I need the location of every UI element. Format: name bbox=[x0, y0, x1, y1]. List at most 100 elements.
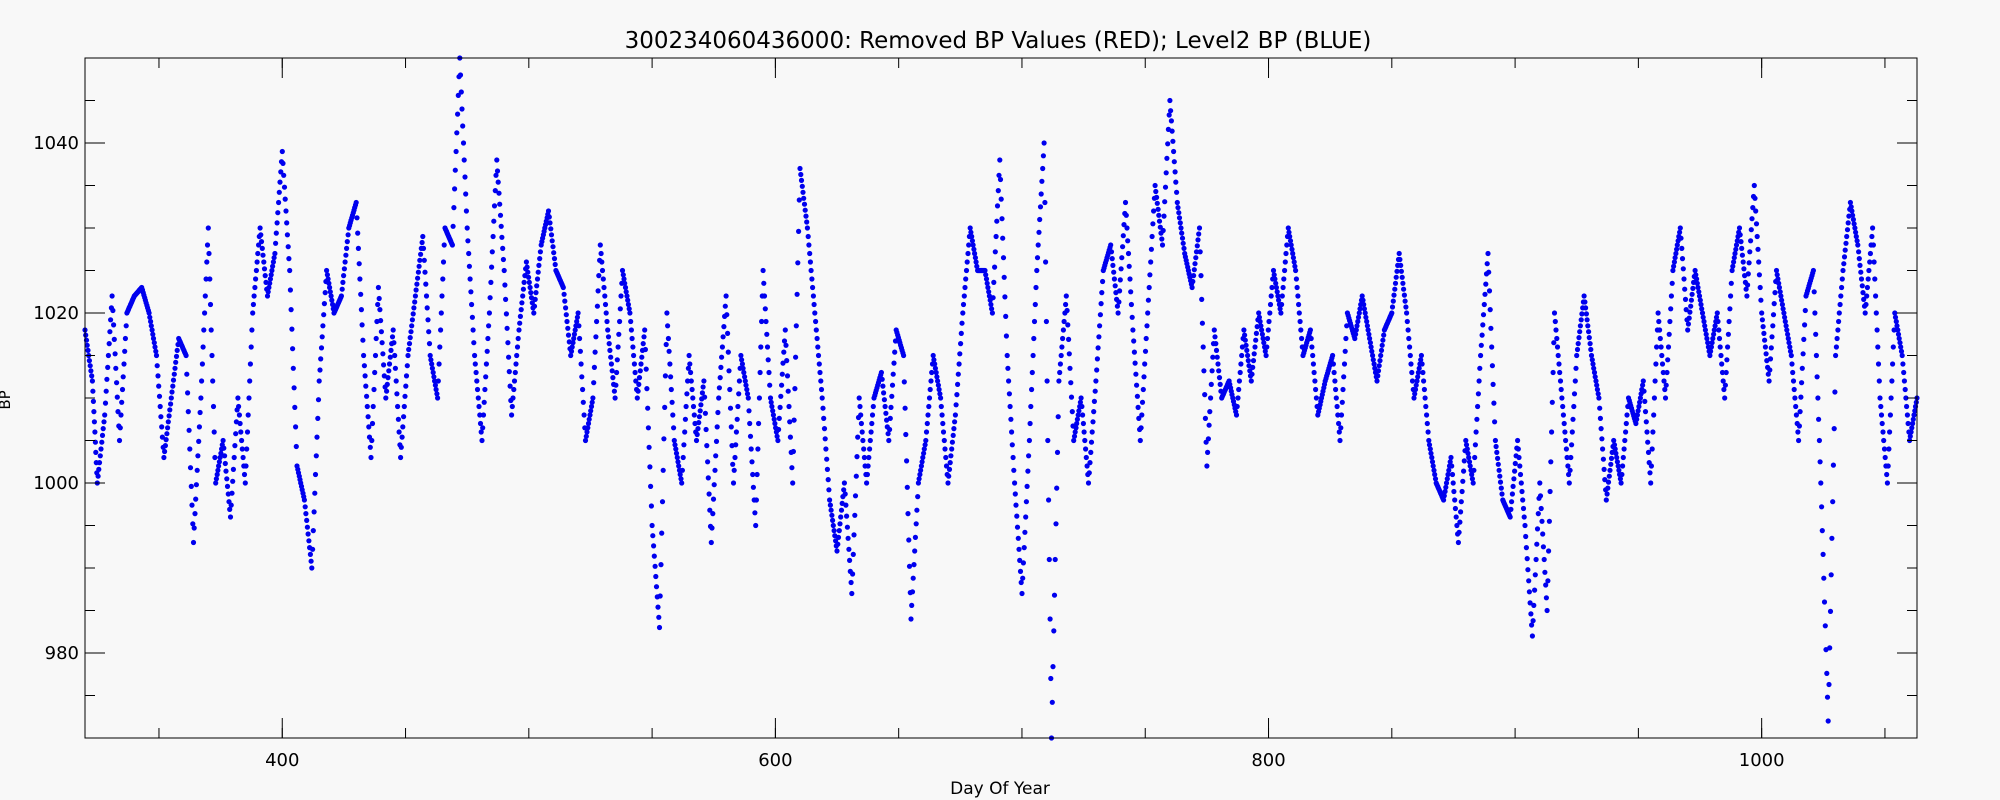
data-point bbox=[247, 378, 253, 384]
data-point bbox=[450, 223, 456, 229]
data-point bbox=[932, 361, 938, 367]
data-point bbox=[752, 510, 758, 516]
data-point bbox=[1707, 352, 1713, 359]
data-point bbox=[494, 168, 501, 174]
data-point bbox=[439, 293, 445, 299]
data-point bbox=[1543, 582, 1549, 588]
data-point bbox=[173, 353, 180, 359]
data-point bbox=[1722, 395, 1728, 401]
data-point bbox=[1344, 323, 1350, 329]
data-point bbox=[1694, 276, 1700, 282]
data-point bbox=[1027, 420, 1033, 427]
data-point bbox=[1608, 461, 1614, 467]
data-point bbox=[166, 413, 172, 419]
data-point bbox=[637, 368, 643, 374]
data-point bbox=[953, 402, 959, 408]
data-point bbox=[1250, 364, 1256, 370]
data-point bbox=[1057, 361, 1063, 367]
data-point bbox=[909, 602, 915, 609]
data-point bbox=[418, 251, 424, 257]
data-point bbox=[460, 123, 466, 129]
data-point bbox=[921, 450, 927, 456]
data-point bbox=[786, 403, 792, 410]
data-point bbox=[210, 378, 216, 384]
data-point bbox=[886, 437, 892, 444]
data-point bbox=[946, 466, 953, 472]
data-point bbox=[1407, 352, 1413, 359]
data-point bbox=[1018, 579, 1024, 586]
data-point bbox=[1485, 250, 1491, 257]
data-point bbox=[1309, 344, 1315, 350]
data-point bbox=[702, 394, 708, 400]
data-point bbox=[1782, 318, 1788, 325]
data-point bbox=[984, 280, 990, 286]
data-point bbox=[1398, 262, 1404, 268]
data-point bbox=[428, 357, 434, 363]
data-point bbox=[288, 307, 294, 313]
data-point bbox=[1199, 320, 1205, 326]
data-point bbox=[240, 454, 246, 461]
data-point bbox=[1428, 450, 1434, 456]
data-point bbox=[1799, 380, 1805, 386]
data-point bbox=[1278, 310, 1284, 316]
data-point bbox=[1067, 365, 1073, 371]
data-point bbox=[504, 325, 510, 331]
data-point bbox=[430, 369, 436, 376]
data-point bbox=[1455, 539, 1461, 546]
data-point bbox=[806, 242, 812, 248]
data-point bbox=[1452, 505, 1458, 512]
data-point bbox=[1145, 297, 1151, 303]
data-point bbox=[1039, 178, 1045, 184]
data-point bbox=[1698, 301, 1704, 308]
data-point bbox=[1170, 138, 1176, 144]
data-point bbox=[385, 375, 391, 381]
data-point bbox=[1295, 293, 1301, 299]
data-point bbox=[1786, 340, 1792, 346]
data-point bbox=[344, 239, 350, 245]
data-point bbox=[623, 289, 629, 295]
data-point bbox=[1665, 357, 1671, 363]
data-point bbox=[796, 228, 802, 234]
data-point bbox=[579, 374, 585, 380]
data-point bbox=[830, 517, 836, 524]
data-point bbox=[932, 365, 939, 371]
data-point bbox=[1600, 446, 1606, 452]
data-point bbox=[1030, 352, 1036, 359]
data-point bbox=[96, 466, 102, 472]
data-point bbox=[1682, 296, 1689, 302]
data-point bbox=[494, 157, 500, 163]
data-point bbox=[1024, 483, 1030, 489]
data-point bbox=[1129, 314, 1135, 320]
data-point bbox=[211, 429, 217, 435]
data-point bbox=[1579, 311, 1585, 317]
data-point bbox=[1023, 499, 1029, 505]
data-point bbox=[314, 434, 320, 440]
data-point bbox=[421, 257, 427, 263]
data-point bbox=[227, 506, 233, 512]
data-point bbox=[87, 363, 93, 369]
data-point bbox=[1703, 331, 1709, 337]
data-point bbox=[454, 130, 460, 136]
data-point bbox=[250, 310, 256, 316]
data-point bbox=[683, 403, 689, 410]
data-point bbox=[1054, 485, 1060, 491]
data-point bbox=[1378, 347, 1385, 353]
data-point bbox=[1884, 471, 1890, 478]
data-point bbox=[1078, 395, 1084, 401]
data-point bbox=[244, 446, 250, 452]
data-point bbox=[705, 459, 711, 465]
data-point bbox=[1892, 314, 1899, 320]
data-point bbox=[386, 361, 393, 367]
data-point bbox=[1128, 301, 1134, 308]
data-point bbox=[797, 165, 803, 172]
data-point bbox=[1584, 317, 1590, 323]
data-point bbox=[1367, 340, 1373, 346]
data-point bbox=[1473, 429, 1479, 435]
data-point bbox=[1561, 420, 1567, 427]
data-point bbox=[1785, 335, 1791, 342]
data-point bbox=[1679, 245, 1685, 251]
data-point bbox=[971, 246, 977, 252]
data-point bbox=[1052, 556, 1058, 563]
data-point bbox=[854, 454, 860, 460]
